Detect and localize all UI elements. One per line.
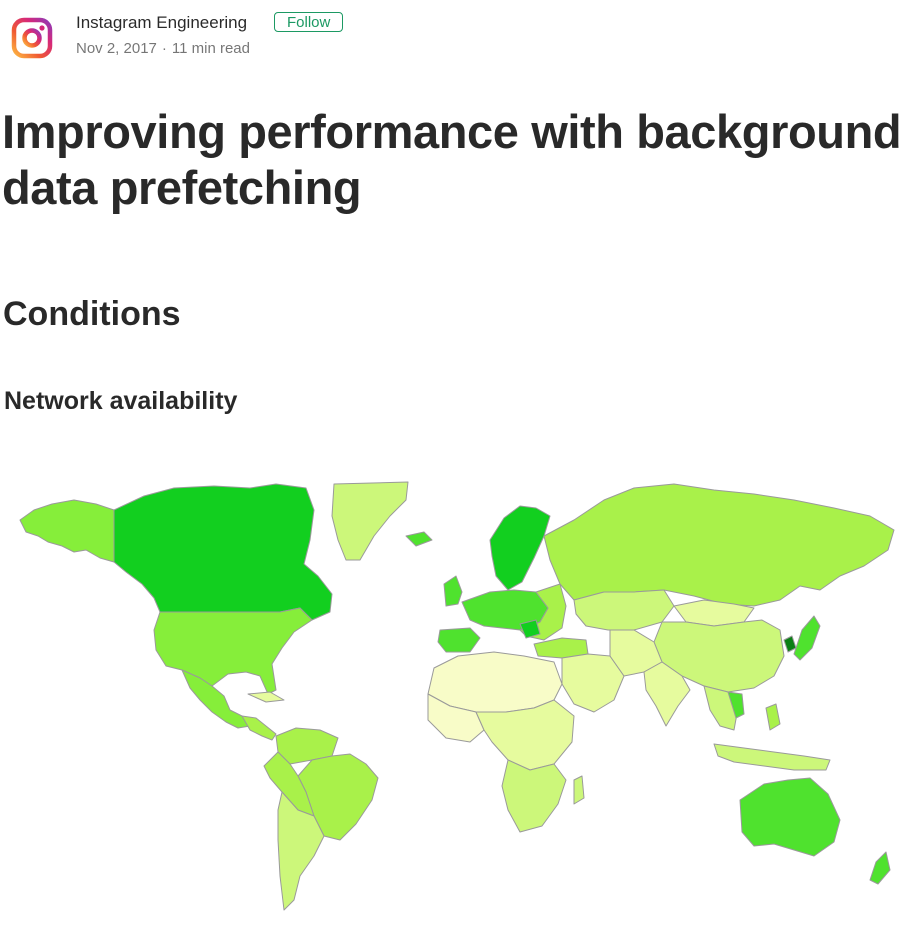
map-country-madagascar [574, 776, 584, 804]
map-country-uk [444, 576, 462, 606]
map-country-japan [794, 616, 820, 660]
subsection-heading: Network availability [4, 382, 237, 420]
map-country-korea [784, 636, 796, 652]
author-header: Instagram Engineering Follow Nov 2, 2017… [10, 12, 430, 64]
map-country-new-zealand [870, 852, 890, 884]
instagram-logo-icon[interactable] [10, 16, 54, 60]
section-heading: Conditions [3, 290, 181, 338]
article-title: Improving performance with background da… [2, 104, 902, 216]
follow-button[interactable]: Follow [274, 12, 343, 32]
meta-separator: · [157, 40, 172, 57]
map-country-cuba [248, 692, 284, 702]
map-country-southern-africa [502, 760, 566, 832]
world-map-svg [14, 480, 904, 920]
author-name[interactable]: Instagram Engineering [76, 13, 247, 33]
map-country-indonesia [714, 744, 830, 770]
map-country-scandinavia [490, 506, 550, 590]
world-network-map [14, 480, 904, 920]
map-country-usa [154, 608, 312, 694]
map-country-canada [114, 484, 332, 620]
map-country-greenland [332, 482, 408, 560]
map-country-kazakhstan-central-asia [574, 590, 674, 630]
post-date: Nov 2, 2017 [76, 40, 157, 57]
map-country-iceland [406, 532, 432, 546]
map-country-australia [740, 778, 840, 856]
map-country-russia [544, 484, 894, 606]
read-time: 11 min read [172, 40, 250, 57]
map-country-central-america [242, 716, 276, 740]
map-country-philippines [766, 704, 780, 730]
map-country-alaska [20, 500, 114, 562]
map-country-iberia [438, 628, 480, 652]
post-meta: Nov 2, 2017 · 11 min read [76, 40, 250, 57]
map-country-north-africa [428, 652, 562, 712]
